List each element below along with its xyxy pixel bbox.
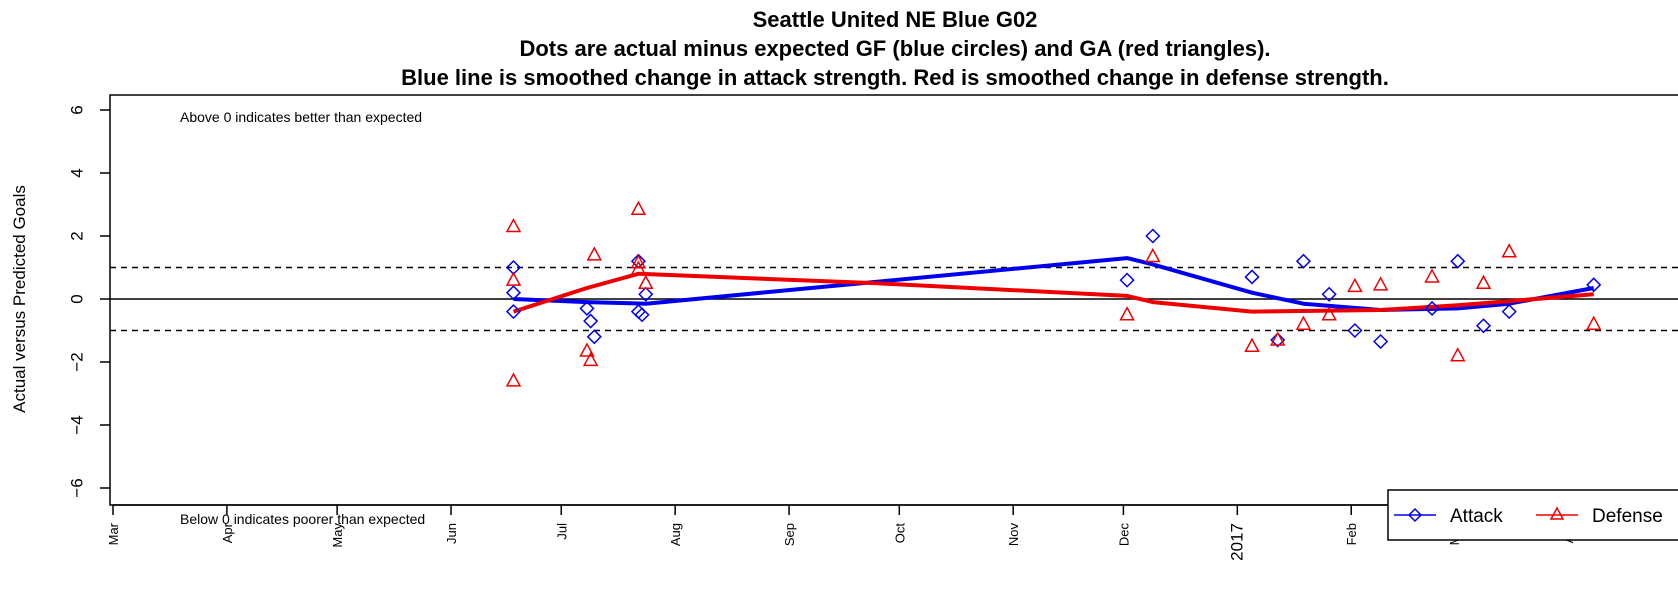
attack-point bbox=[1424, 300, 1440, 317]
smoothed-lines bbox=[512, 256, 1595, 314]
defense-point bbox=[1585, 315, 1602, 330]
x-tick-label: Jun bbox=[444, 523, 459, 544]
attack-point bbox=[1347, 322, 1363, 339]
y-axis: −6 −4 −2 0 2 4 6 bbox=[67, 105, 110, 498]
x-tick-label: Dec bbox=[1116, 523, 1131, 547]
defense-point bbox=[1501, 243, 1517, 258]
defense-point bbox=[1145, 247, 1161, 263]
defense-point bbox=[1475, 274, 1492, 289]
defense-point bbox=[505, 372, 522, 387]
attack-point bbox=[1475, 318, 1492, 334]
defense-point bbox=[1244, 337, 1260, 352]
legend-box bbox=[1387, 489, 1678, 541]
defense-point bbox=[1347, 277, 1363, 293]
data-markers bbox=[505, 200, 1602, 387]
defense-point bbox=[1269, 331, 1286, 346]
y-tick-label: −2 bbox=[67, 352, 86, 371]
defense-point bbox=[1119, 306, 1135, 321]
annotation-below: Below 0 indicates poorer than expected bbox=[180, 511, 425, 527]
legend-defense-marker bbox=[1549, 506, 1565, 520]
attack-point bbox=[1501, 304, 1517, 320]
x-tick-label: Jul bbox=[554, 523, 569, 540]
x-tick-label: Apr bbox=[220, 522, 235, 543]
defense-point bbox=[630, 260, 647, 275]
defense-point bbox=[1372, 276, 1389, 291]
defense-point bbox=[579, 342, 595, 357]
attack-point bbox=[1244, 269, 1260, 285]
legend-attack-label: Attack bbox=[1450, 506, 1503, 527]
defense-point bbox=[505, 271, 522, 286]
y-axis-title: Actual versus Predicted Goals bbox=[10, 185, 29, 413]
attack-point bbox=[1373, 333, 1389, 350]
x-tick-label: Oct bbox=[892, 523, 907, 544]
attack-point bbox=[505, 285, 522, 301]
defense-point bbox=[630, 254, 647, 269]
attack-point bbox=[579, 300, 595, 317]
defense-point bbox=[582, 351, 599, 367]
attack-point bbox=[586, 329, 602, 345]
attack-point bbox=[634, 307, 650, 323]
x-tick-label: May bbox=[330, 523, 345, 548]
y-tick-label: 2 bbox=[67, 231, 86, 240]
defense-point bbox=[638, 274, 654, 289]
plot-area bbox=[109, 94, 1678, 506]
attack-point bbox=[1450, 253, 1466, 269]
y-tick-label: 6 bbox=[67, 105, 86, 114]
attack-point bbox=[1321, 286, 1337, 302]
attack-point bbox=[638, 286, 654, 302]
annotation-above: Above 0 indicates better than expected bbox=[180, 109, 422, 125]
defense-point bbox=[630, 200, 647, 215]
legend: Attack Defense bbox=[1387, 489, 1678, 541]
reference-lines bbox=[110, 266, 1678, 332]
x-tick-label: Aug bbox=[668, 523, 683, 546]
defense-point bbox=[586, 246, 603, 261]
x-tick-label: Nov bbox=[1006, 523, 1021, 547]
chart-subtitle-2: Blue line is smoothed change in attack s… bbox=[401, 65, 1389, 90]
legend-defense-label: Defense bbox=[1592, 506, 1663, 527]
defense-point bbox=[1321, 306, 1337, 321]
attack-point bbox=[1145, 228, 1161, 244]
y-tick-label: −6 bbox=[67, 478, 86, 497]
chart-subtitle-1: Dots are actual minus expected GF (blue … bbox=[519, 36, 1270, 61]
x-tick-label: 2017 bbox=[1227, 523, 1246, 561]
defense-point bbox=[505, 217, 522, 233]
attack-point bbox=[505, 304, 522, 320]
y-tick-label: 0 bbox=[67, 294, 86, 303]
defense-point bbox=[1424, 268, 1440, 283]
defense-point bbox=[1450, 347, 1466, 362]
y-tick-label: −4 bbox=[67, 415, 86, 434]
attack-point bbox=[1270, 332, 1286, 348]
defense-point bbox=[1295, 315, 1312, 330]
legend-attack-marker bbox=[1407, 507, 1423, 523]
attack-point bbox=[1586, 277, 1602, 293]
x-tick-label: Mar bbox=[106, 522, 121, 545]
x-tick-label: Feb bbox=[1344, 523, 1359, 545]
smoothed-line-defense bbox=[512, 271, 1594, 314]
attack-point bbox=[1119, 272, 1135, 288]
attack-point bbox=[1295, 253, 1312, 269]
attack-point bbox=[583, 313, 599, 329]
smoothed-line-attack bbox=[513, 256, 1595, 312]
x-tick-label: Sep bbox=[782, 523, 797, 546]
chart-title: Seattle United NE Blue G02 bbox=[753, 7, 1038, 32]
y-tick-label: 4 bbox=[67, 168, 86, 177]
